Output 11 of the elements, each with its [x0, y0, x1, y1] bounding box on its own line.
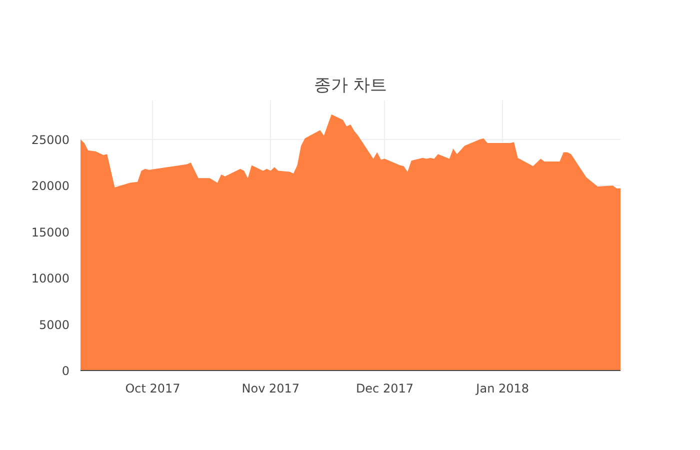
y-tick-label: 20000	[31, 179, 70, 194]
x-tick-label: Oct 2017	[125, 382, 180, 396]
y-tick-label: 25000	[31, 132, 70, 147]
y-tick-label: 10000	[31, 272, 70, 286]
y-tick-label: 15000	[31, 225, 70, 240]
chart-title: 종가 차트	[314, 76, 388, 96]
x-tick-label: Dec 2017	[356, 382, 414, 396]
x-tick-label: Nov 2017	[242, 382, 300, 396]
x-tick-label: Jan 2018	[475, 382, 530, 396]
y-tick-label: 0	[62, 364, 70, 378]
y-tick-label: 5000	[38, 318, 70, 332]
